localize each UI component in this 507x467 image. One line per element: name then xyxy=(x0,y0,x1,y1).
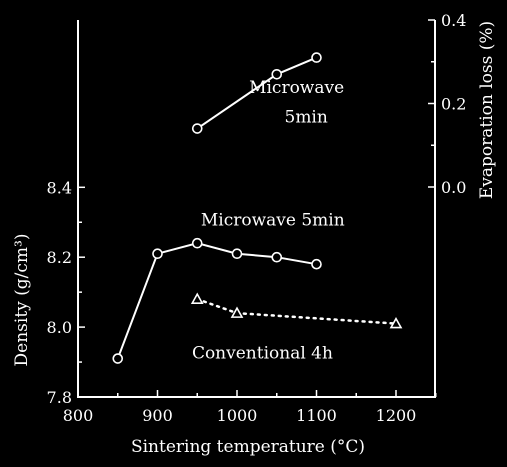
x-tick-label: 1000 xyxy=(217,406,258,425)
data-point-circle xyxy=(311,52,322,63)
data-point-circle xyxy=(271,68,283,80)
annotation-4: Conventional 4h xyxy=(192,344,333,364)
y2-tick-label: 0.2 xyxy=(441,95,466,114)
x-tick-label: 1100 xyxy=(296,406,337,425)
series-line-1 xyxy=(116,242,317,359)
y2-tick-label: 0.0 xyxy=(441,178,466,197)
data-point-circle xyxy=(311,258,322,270)
annotation-1: Microwave xyxy=(249,78,344,98)
data-point-triangle xyxy=(190,292,204,304)
data-point-circle xyxy=(152,248,163,260)
x-axis-title: Sintering temperature (°C) xyxy=(131,437,365,457)
y-tick-label: 8.4 xyxy=(47,178,72,197)
y2-tick-label: 0.4 xyxy=(441,11,466,30)
y-tick-label: 8.0 xyxy=(47,318,72,337)
y-tick-label: 8.2 xyxy=(47,248,72,267)
data-point-triangle xyxy=(230,306,244,318)
data-point-triangle xyxy=(389,316,403,329)
x-tick-label: 900 xyxy=(142,406,173,425)
y-axis-title: Density (g/cm³) xyxy=(12,234,32,367)
x-tick-label: 800 xyxy=(63,406,94,425)
y2-axis-title: Evaporation loss (%) xyxy=(477,21,497,199)
annotation-2: 5min xyxy=(285,107,328,127)
y-tick-label: 7.8 xyxy=(47,388,72,407)
annotation-3: Microwave 5min xyxy=(201,211,345,231)
axes: 800 900 1000 1100 1200 7.8 8.0 8.2 8.4 0.0 0.2 0.4 xyxy=(47,11,467,425)
series-layer xyxy=(112,52,403,364)
x-tick-label: 1200 xyxy=(376,406,417,425)
data-point-circle xyxy=(191,237,203,249)
data-point-circle xyxy=(112,353,124,364)
data-point-circle xyxy=(191,123,203,134)
annotations: Microwave 5min Microwave 5min Conventional … xyxy=(192,78,345,363)
data-point-circle xyxy=(231,248,243,260)
plot-frame xyxy=(77,20,436,398)
data-point-circle xyxy=(271,251,283,263)
